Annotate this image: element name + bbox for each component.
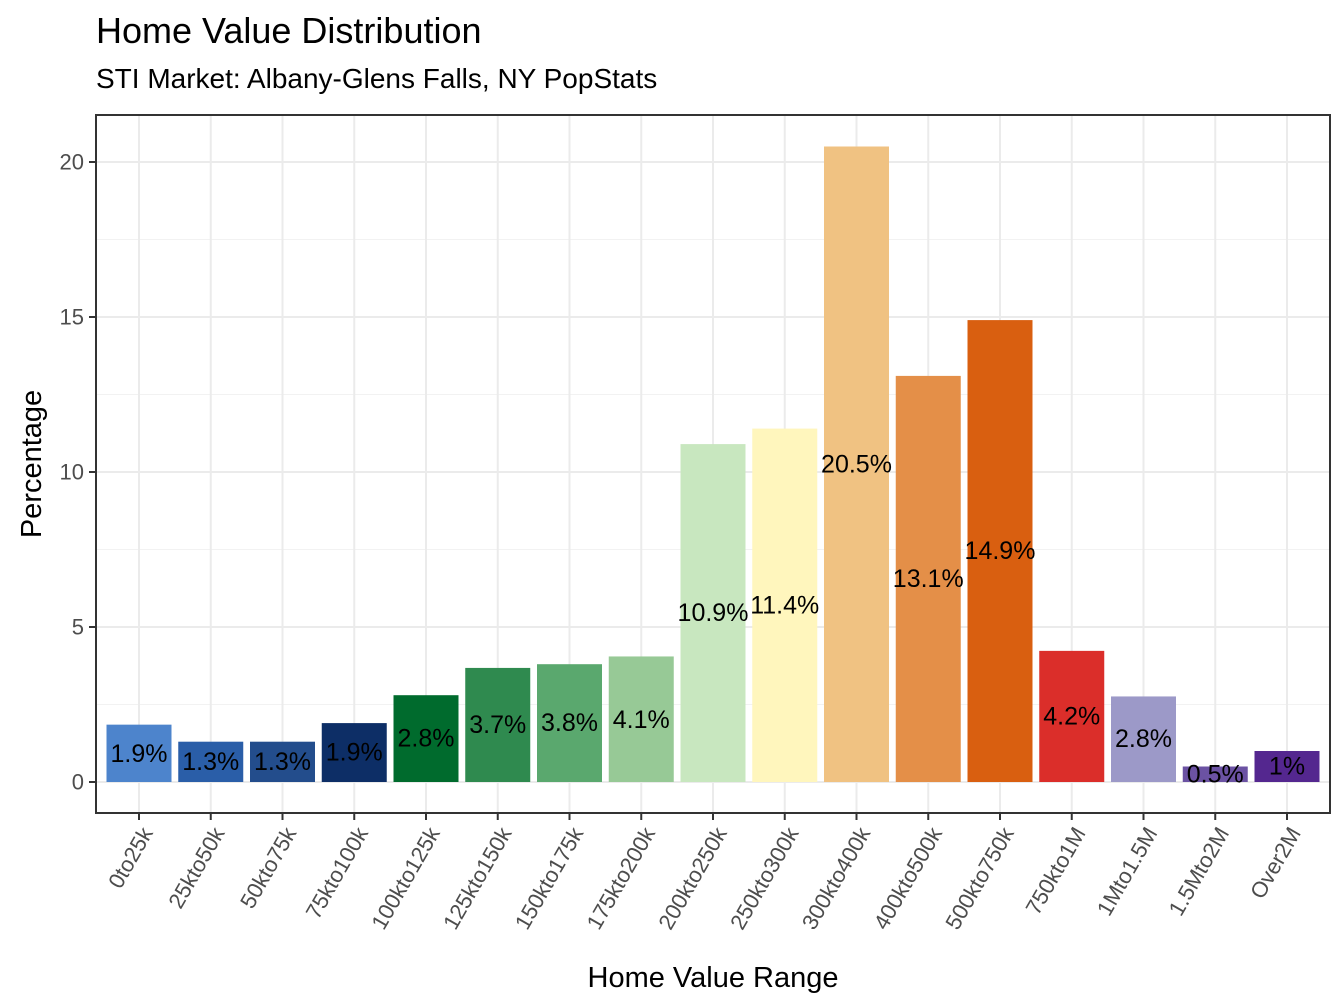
- data-label: 10.9%: [678, 599, 749, 627]
- x-axis-title: Home Value Range: [588, 962, 839, 994]
- data-label: 1.9%: [326, 739, 383, 767]
- x-tick-label: 100kto125k: [366, 822, 445, 934]
- x-tick-label: 175kto200k: [582, 822, 661, 934]
- data-label: 14.9%: [965, 537, 1036, 565]
- x-tick-label: 75kto100k: [301, 822, 374, 923]
- x-tick-label: 400kto500k: [869, 822, 948, 934]
- y-tick-label: 15: [60, 305, 84, 330]
- y-axis-title: Percentage: [16, 390, 48, 538]
- x-tick-label: 150kto175k: [510, 822, 589, 934]
- x-tick-label: 750kto1M: [1021, 823, 1091, 919]
- data-label: 1.3%: [254, 748, 311, 776]
- x-tick-label: 0to25k: [103, 822, 158, 893]
- bar-150kto175k: [537, 664, 602, 782]
- data-labels: 1.9% 1.3% 1.3% 1.9% 2.8% 3.7% 3.8% 4.1% 10.9% 11.…: [111, 450, 1306, 788]
- bar-125kto150k: [465, 667, 531, 782]
- y-tick-label: 5: [72, 615, 84, 640]
- x-tick-label: 250kto300k: [725, 822, 804, 934]
- bar-250kto300k: [752, 428, 818, 782]
- bar-0to25k: [106, 724, 172, 782]
- data-label: 11.4%: [750, 591, 819, 619]
- y-tick-label: 0: [72, 770, 84, 795]
- bar-Over2M: [1254, 751, 1320, 782]
- bar-200kto250k: [680, 444, 746, 782]
- data-label: 1.3%: [182, 748, 239, 776]
- bar-50kto75k: [250, 741, 315, 782]
- x-tick-label: Over2M: [1245, 823, 1306, 903]
- bar-1.5Mto2M: [1182, 766, 1248, 782]
- x-tick-label: 50kto75k: [235, 822, 302, 913]
- data-label: 0.5%: [1187, 760, 1244, 788]
- bar-75kto100k: [321, 723, 387, 782]
- x-tick-label: 1Mto1.5M: [1092, 823, 1163, 920]
- chart-subtitle: STI Market: Albany-Glens Falls, NY PopSt…: [96, 63, 658, 94]
- data-label: 2.8%: [1115, 725, 1172, 753]
- data-label: 3.8%: [541, 709, 598, 737]
- bar-100kto125k: [393, 695, 459, 782]
- bar-500kto750k: [967, 320, 1033, 782]
- x-tick-label: 25kto50k: [163, 822, 230, 913]
- x-tick-label: 300kto400k: [797, 822, 876, 934]
- x-tick-label: 1.5Mto2M: [1164, 823, 1235, 920]
- x-tick-label: 200kto250k: [653, 822, 732, 934]
- data-label: 2.8%: [398, 725, 455, 753]
- data-label: 13.1%: [893, 565, 964, 593]
- bars: [106, 146, 1320, 782]
- data-label: 20.5%: [821, 450, 892, 478]
- data-label: 4.1%: [613, 706, 670, 734]
- bar-1Mto1.5M: [1111, 696, 1176, 782]
- data-label: 4.2%: [1043, 702, 1100, 730]
- chart-title: Home Value Distribution: [96, 10, 482, 51]
- bar-300kto400k: [824, 146, 889, 782]
- y-tick-label: 20: [60, 150, 84, 175]
- x-tick-label: 125kto150k: [438, 822, 517, 934]
- bar-25kto50k: [178, 741, 244, 782]
- bar-175kto200k: [608, 656, 674, 782]
- bar-400kto500k: [895, 375, 961, 782]
- data-label: 1.9%: [111, 740, 168, 768]
- y-tick-label: 10: [60, 460, 84, 485]
- x-tick-label: 500kto750k: [940, 822, 1019, 934]
- data-label: 1%: [1269, 753, 1305, 781]
- data-label: 3.7%: [469, 711, 526, 739]
- bar-750kto1M: [1039, 650, 1105, 782]
